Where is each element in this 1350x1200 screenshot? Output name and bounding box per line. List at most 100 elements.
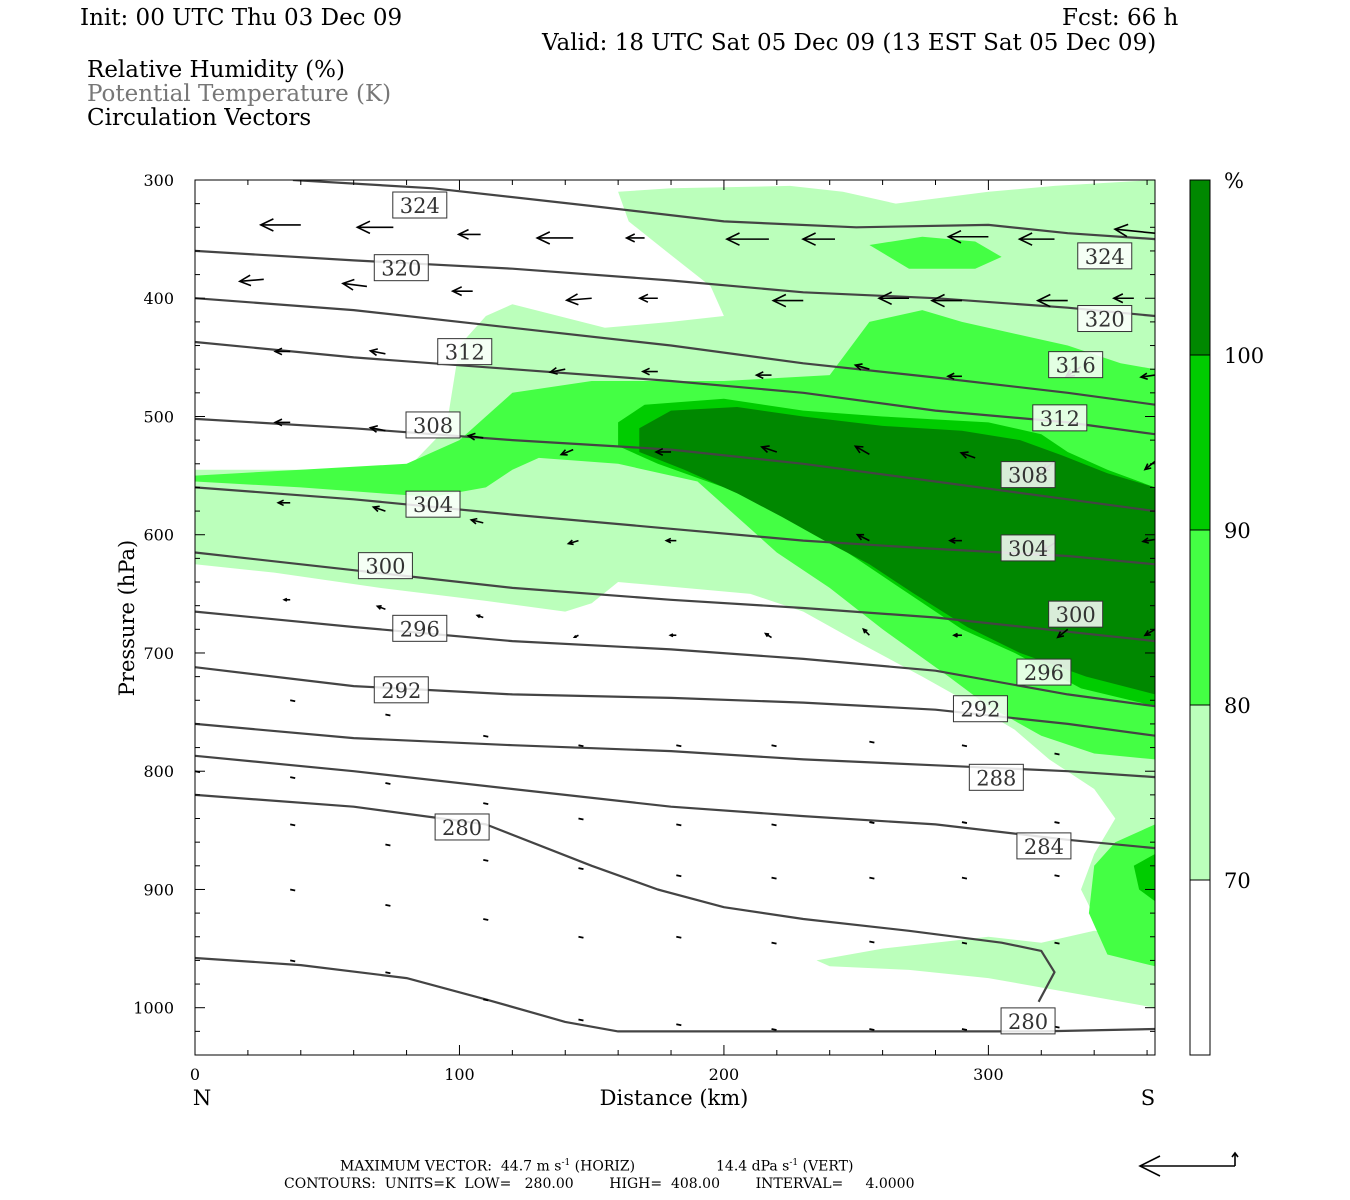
x-axis-label: Distance (km) [600,1086,749,1110]
vector-19 [1112,293,1134,304]
vector-53 [763,632,772,639]
vector-23 [640,367,658,376]
theta-label-9: 324 [1077,242,1133,270]
svg-text:324: 324 [400,194,440,218]
svg-text:316: 316 [1056,354,1096,378]
vector-dot-3 [578,744,584,748]
vector-dot-13 [578,817,584,821]
svg-text:280: 280 [1008,1010,1048,1034]
svg-text:292: 292 [381,679,421,703]
svg-text:308: 308 [413,414,453,438]
x-tick-label-300: 300 [973,1065,1004,1084]
vector-dot-8 [1054,752,1060,756]
vector-6 [801,232,835,246]
theta-label-6: 296 [392,614,448,642]
vector-8 [1017,232,1055,246]
vector-dot-29 [385,903,391,907]
theta-line-316 [195,297,1155,406]
vector-48 [282,597,291,602]
theta-label-18: 288 [968,763,1024,791]
y-tick-label-400: 400 [143,289,174,308]
colorbar-label-90: 90 [1224,519,1251,543]
theta-label-16: 296 [1016,658,1072,686]
y-tick-label-700: 700 [143,644,174,663]
vector-25 [853,363,870,371]
svg-text:300: 300 [365,555,405,579]
vector-dot-21 [483,859,489,862]
x-end-label-south: S [1141,1086,1155,1110]
colorbar-segment-3 [1189,354,1211,531]
theta-label-0: 324 [392,191,448,219]
vector-39 [276,499,291,507]
vector-42 [566,539,579,546]
max-vector-label: MAXIMUM VECTOR: 44.7 m s-1 (HORIZ) 14.4 … [340,1158,854,1175]
vector-24 [754,371,772,380]
vector-dot-27 [1054,874,1060,878]
theta-label-7: 292 [373,676,429,704]
y-tick-label-900: 900 [143,880,174,899]
colorbar-segment-2 [1189,529,1211,706]
vector-54 [862,627,870,636]
vector-35 [853,445,870,456]
svg-text:288: 288 [976,766,1016,790]
theta-label-14: 304 [1000,534,1056,562]
vector-dot-37 [290,959,296,963]
vector-dot-23 [676,874,682,878]
theta-label-2: 312 [437,338,493,366]
vector-dot-44 [961,1028,968,1031]
vector-29 [273,418,291,427]
legend-rh: Relative Humidity (%) [87,57,345,83]
theta-line-280b [195,956,1155,1033]
vector-dot-28 [290,888,296,892]
svg-text:320: 320 [1085,308,1125,332]
colorbar-segment-0 [1189,879,1211,1056]
vector-50 [475,614,484,619]
vector-41 [469,517,484,525]
y-tick-label-1000: 1000 [133,999,174,1018]
vector-1 [355,220,394,235]
x-end-label-north: N [193,1086,211,1110]
reference-vector-icon [1138,1151,1239,1177]
vector-36 [959,451,976,459]
x-tick-label-100: 100 [444,1065,475,1084]
vector-dot-32 [676,935,682,939]
theta-label-10: 320 [1077,305,1133,333]
vector-4 [624,233,645,243]
vector-dot-7 [961,744,968,748]
svg-text:296: 296 [400,617,440,641]
vector-15 [771,293,804,308]
vector-2 [456,228,481,240]
theta-line-296 [195,610,1155,708]
vector-49 [375,605,386,610]
vector-33 [654,447,672,456]
colorbar-unit: % [1224,169,1244,193]
vector-30 [368,424,386,433]
vector-11 [341,278,368,291]
theta-line-288 [195,722,1155,779]
vector-dot-20 [385,843,391,847]
vector-dot-12 [483,802,489,806]
theta-label-20: 280 [1000,1007,1056,1035]
legend-theta: Potential Temperature (K) [87,81,392,107]
vector-dot-42 [771,1028,777,1031]
vector-dot-35 [961,941,968,945]
svg-text:304: 304 [1008,537,1048,561]
svg-text:320: 320 [381,257,421,281]
vector-0 [258,218,301,232]
vector-52 [668,633,677,638]
theta-label-layer: 324 320 312 308 304 300 296 292 280 324 320 316 312 3… [357,191,1133,1035]
valid-time: Valid: 18 UTC Sat 05 Dec 09 (13 EST Sat … [542,30,1157,56]
theta-label-19: 284 [1016,832,1072,860]
vector-45 [948,537,962,544]
vector-dot-16 [869,821,875,824]
colorbar-label-100: 100 [1224,344,1264,368]
vector-dot-33 [771,941,777,945]
vector-dot-5 [771,744,777,748]
vector-21 [368,348,386,357]
vector-13 [564,293,592,306]
contours-info: CONTOURS: UNITS=K LOW= 280.00 HIGH= 408.… [284,1176,915,1192]
vector-9 [1113,223,1155,238]
vector-12 [450,286,473,297]
theta-label-8: 280 [434,813,490,841]
